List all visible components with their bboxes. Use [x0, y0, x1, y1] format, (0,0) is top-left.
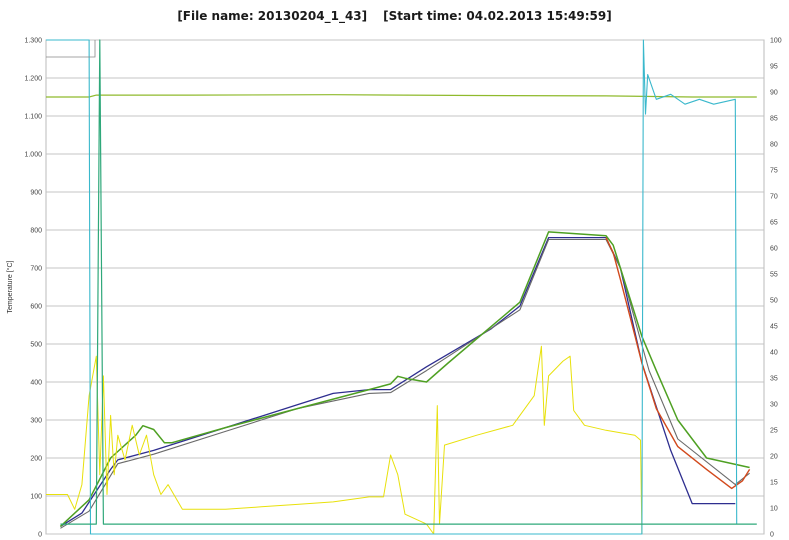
y-right-tick-label: 0	[770, 532, 774, 539]
y-right-tick-label: 65	[770, 220, 778, 227]
series-line-8	[60, 39, 757, 525]
y-left-tick-label: 900	[30, 190, 42, 197]
y-left-tick-label: 0	[38, 532, 42, 539]
plot-area	[45, 39, 765, 535]
y-right-tick-label: 80	[770, 142, 778, 149]
chart-title: [File name: 20130204_1_43] [Start time: 0…	[0, 9, 789, 23]
gridlines	[46, 39, 764, 535]
y-left-tick-label: 100	[30, 494, 42, 501]
y-left-tick-label: 400	[30, 380, 42, 387]
y-left-tick-label: 1.100	[24, 114, 42, 121]
y-right-tick-label: 20	[770, 454, 778, 461]
series-line-7	[46, 39, 738, 535]
y-right-tick-label: 85	[770, 116, 778, 123]
series-line-1	[60, 236, 736, 527]
y-right-tick-label: 30	[770, 402, 778, 409]
y-right-tick-label: 25	[770, 428, 778, 435]
y-right-tick-label: 45	[770, 324, 778, 331]
y-right-tick-label: 35	[770, 376, 778, 383]
y-left-tick-label: 600	[30, 304, 42, 311]
y-left-tick-label: 700	[30, 266, 42, 273]
series-group	[46, 39, 757, 535]
y-left-tick-label: 800	[30, 228, 42, 235]
legend-box-corner	[46, 40, 96, 58]
y-axis-label: Temperature [°C]	[6, 260, 14, 313]
series-line-4	[59, 231, 750, 527]
y-right-tick-label: 10	[770, 506, 778, 513]
y-right-tick-label: 100	[770, 38, 782, 45]
y-left-tick-label: 200	[30, 456, 42, 463]
y-right-tick-label: 90	[770, 90, 778, 97]
y-right-tick-label: 60	[770, 246, 778, 253]
y-left-tick-label: 1.200	[24, 76, 42, 83]
series-line-6	[46, 345, 643, 535]
y-right-tick-label: 95	[770, 64, 778, 71]
y-right-tick-label: 15	[770, 480, 778, 487]
series-line-2	[60, 238, 750, 529]
y-right-tick-label: 75	[770, 168, 778, 175]
y-axis-left: 0 100 200 300 400 500 600 700 800 900 1.000 1.100 1.…	[24, 38, 42, 539]
y-right-tick-label: 55	[770, 272, 778, 279]
start-time-label: [Start time: 04.02.2013 15:49:59]	[383, 9, 612, 23]
y-right-tick-label: 40	[770, 350, 778, 357]
y-right-tick-label: 70	[770, 194, 778, 201]
y-left-tick-label: 300	[30, 418, 42, 425]
series-line-3	[605, 237, 751, 490]
y-left-tick-label: 1.300	[24, 38, 42, 45]
y-left-tick-label: 1.000	[24, 152, 42, 159]
file-name-label: [File name: 20130204_1_43]	[177, 9, 368, 23]
y-axis-right: 0 10 15 20 25 30 35 40 45 50 55 60 65 70 75 80 85 90 95 100	[770, 38, 782, 539]
y-left-tick-label: 500	[30, 342, 42, 349]
y-right-tick-label: 50	[770, 298, 778, 305]
